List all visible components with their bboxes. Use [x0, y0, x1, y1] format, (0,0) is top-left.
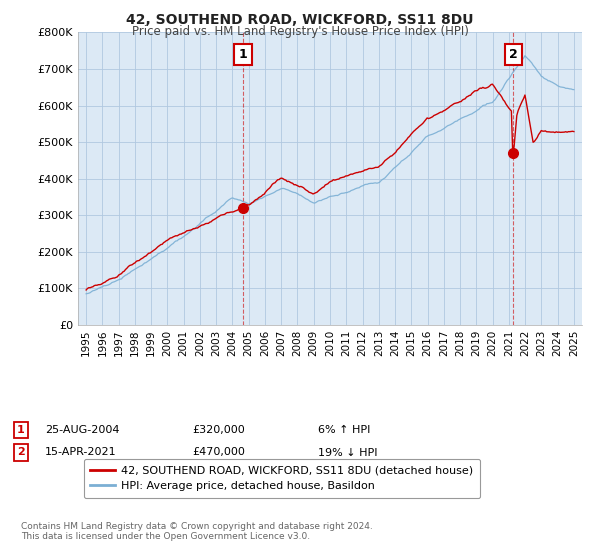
- Text: 2: 2: [509, 48, 518, 61]
- Text: 25-AUG-2004: 25-AUG-2004: [45, 425, 119, 435]
- Text: 2: 2: [17, 447, 25, 458]
- Text: £320,000: £320,000: [192, 425, 245, 435]
- Text: 1: 1: [17, 425, 25, 435]
- Text: Contains HM Land Registry data © Crown copyright and database right 2024.
This d: Contains HM Land Registry data © Crown c…: [21, 522, 373, 542]
- Text: 42, SOUTHEND ROAD, WICKFORD, SS11 8DU: 42, SOUTHEND ROAD, WICKFORD, SS11 8DU: [126, 13, 474, 27]
- Legend: 42, SOUTHEND ROAD, WICKFORD, SS11 8DU (detached house), HPI: Average price, deta: 42, SOUTHEND ROAD, WICKFORD, SS11 8DU (d…: [83, 459, 480, 498]
- Text: Price paid vs. HM Land Registry's House Price Index (HPI): Price paid vs. HM Land Registry's House …: [131, 25, 469, 38]
- Text: 6% ↑ HPI: 6% ↑ HPI: [318, 425, 370, 435]
- Text: 19% ↓ HPI: 19% ↓ HPI: [318, 447, 377, 458]
- Text: 15-APR-2021: 15-APR-2021: [45, 447, 116, 458]
- Text: 1: 1: [239, 48, 247, 61]
- Text: £470,000: £470,000: [192, 447, 245, 458]
